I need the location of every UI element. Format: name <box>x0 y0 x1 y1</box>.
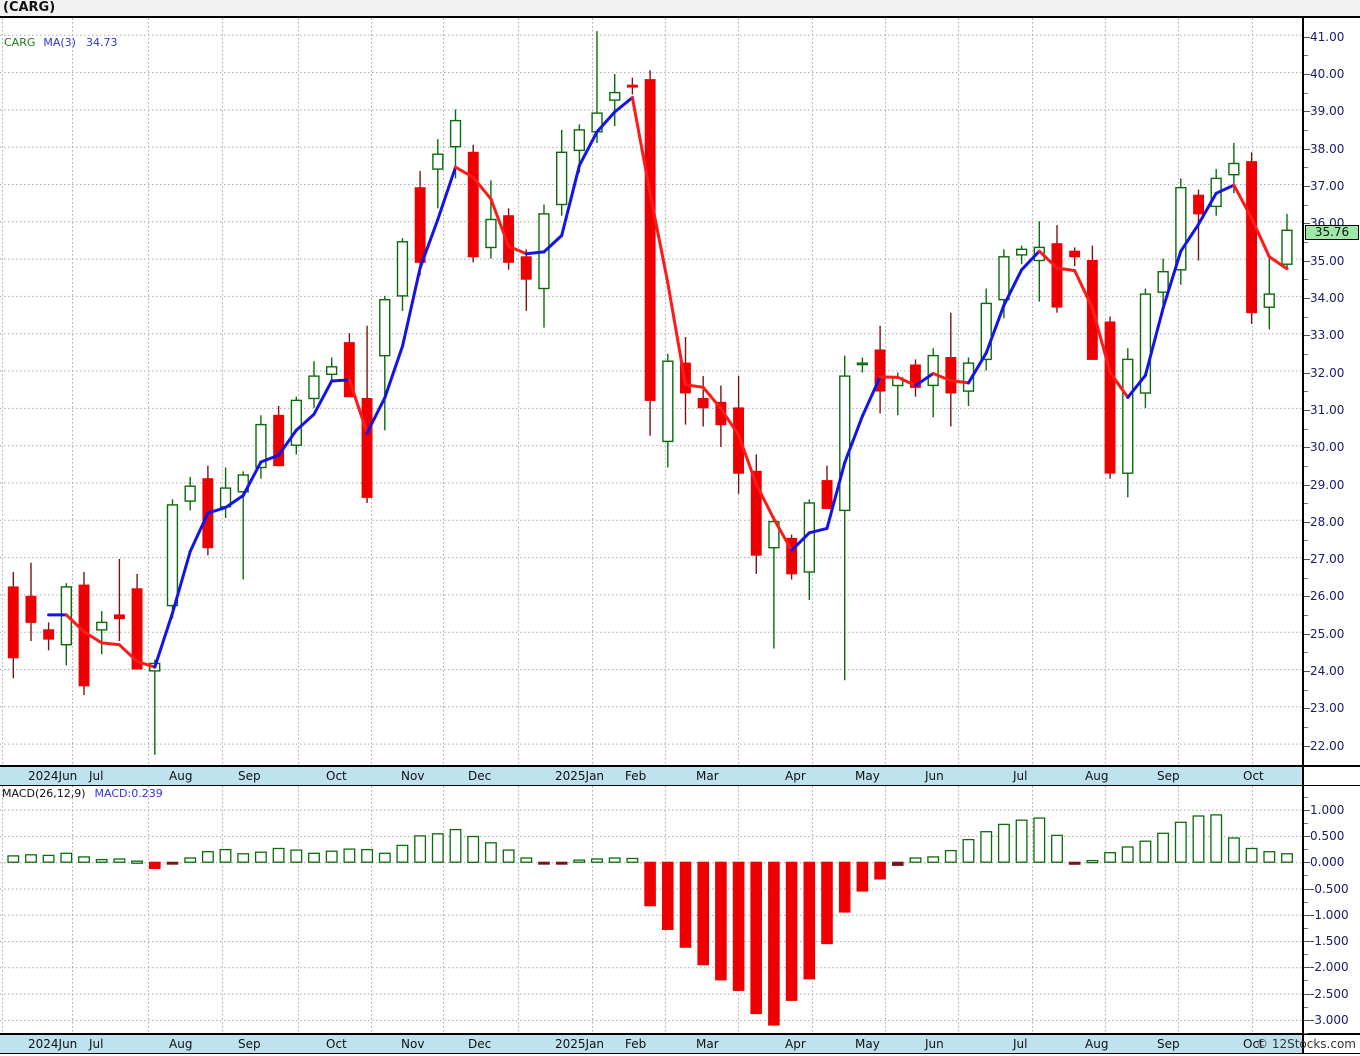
price-plot-area[interactable] <box>0 18 1302 766</box>
macd-axis-tick: 0.500 <box>1310 828 1345 843</box>
date-axis-label: Aug <box>1085 769 1109 783</box>
date-axis-label: 2025Jan <box>555 1037 605 1051</box>
macd-legend-value: MACD:0.239 <box>94 787 163 800</box>
macd-axis-tick: 1.000 <box>1310 802 1345 817</box>
date-axis-label: Feb <box>625 1037 647 1051</box>
date-axis-label: Jun <box>925 769 944 783</box>
date-axis-label: Sep <box>238 769 261 783</box>
date-axis-label: Nov <box>401 769 425 783</box>
price-axis-tick: 41.00 <box>1310 29 1345 44</box>
price-axis-tick: 39.00 <box>1310 104 1345 119</box>
date-axis-label: Jul <box>1013 1037 1028 1051</box>
date-axis-label: Oct <box>1243 769 1264 783</box>
price-axis-tick: 28.00 <box>1310 514 1345 529</box>
date-axis-upper: 2024Jun Jul Aug Sep Oct Nov Dec 2025Jan Feb Mar Ap… <box>0 766 1302 786</box>
date-axis-label: Mar <box>696 769 719 783</box>
macd-chart-panel[interactable]: MACD(26,12,9) MACD:0.239 <box>0 786 1302 1034</box>
price-axis-tick: 24.00 <box>1310 664 1345 678</box>
price-axis-tick: 33.00 <box>1310 328 1345 343</box>
date-axis-label: Apr <box>785 769 806 783</box>
date-axis-lower-spacer <box>1302 1034 1360 1054</box>
macd-histogram-svg <box>0 786 1302 1033</box>
copyright-notice: © 12Stocks.com <box>1256 1037 1356 1051</box>
price-axis-tick: 25.00 <box>1310 626 1345 641</box>
date-axis-label: Aug <box>1085 1037 1109 1051</box>
macd-axis-tick: 0.000 <box>1310 855 1345 870</box>
date-axis-label: May <box>855 1037 880 1051</box>
price-candlestick-svg <box>0 18 1302 766</box>
price-axis-tick: 23.00 <box>1310 701 1345 716</box>
price-axis-tick: 37.00 <box>1310 179 1345 193</box>
date-axis-label: 2024Jun <box>28 769 78 783</box>
date-axis-label: Sep <box>238 1037 261 1051</box>
date-axis-upper-spacer <box>1302 766 1360 786</box>
macd-axis-tick: -0.500 <box>1310 881 1349 896</box>
macd-legend-label: MACD(26,12,9) <box>2 787 86 800</box>
date-axis-label: Oct <box>1243 1037 1264 1051</box>
price-axis-tick: 31.00 <box>1310 402 1345 417</box>
date-axis-label: Dec <box>468 769 492 783</box>
macd-axis-tick: -1.000 <box>1310 907 1349 922</box>
price-legend: CARG MA(3) 34.73 <box>4 37 117 48</box>
price-axis-tick: 34.00 <box>1310 290 1345 305</box>
price-axis-tick: 27.00 <box>1310 552 1345 567</box>
date-axis-label: Jul <box>89 769 104 783</box>
macd-axis-tick: -2.000 <box>1310 960 1349 975</box>
date-axis-label: 2024Jun <box>28 1037 78 1051</box>
price-axis-tick: 29.00 <box>1310 477 1345 492</box>
price-axis-tick: 35.00 <box>1310 253 1345 268</box>
date-axis-label: Sep <box>1157 1037 1180 1051</box>
date-axis-label: Jul <box>89 1037 104 1051</box>
date-axis-label: Aug <box>169 769 193 783</box>
price-legend-symbol: CARG <box>4 36 36 49</box>
date-axis-label: Jun <box>925 1037 944 1051</box>
price-axis-tick: 32.00 <box>1310 365 1345 380</box>
macd-value-axis: 1.000 0.500 0.000 -0.500 -1.000 -1.500 -2.000 -… <box>1302 786 1360 1034</box>
price-chart-panel[interactable]: CARG MA(3) 34.73 <box>0 16 1302 766</box>
date-axis-label: Apr <box>785 1037 806 1051</box>
chart-title-band: (CARG) <box>0 0 1360 16</box>
date-axis-label: Sep <box>1157 769 1180 783</box>
date-axis-label: Mar <box>696 1037 719 1051</box>
date-axis-label: Oct <box>326 769 347 783</box>
date-axis-label: 2025Jan <box>555 769 605 783</box>
macd-axis-tick: -2.500 <box>1310 986 1349 1001</box>
date-axis-label: Aug <box>169 1037 193 1051</box>
date-axis-label: May <box>855 769 880 783</box>
date-axis-label: Dec <box>468 1037 492 1051</box>
price-legend-ma-value: 34.73 <box>85 36 118 49</box>
last-price-badge: 35.76 <box>1305 224 1359 240</box>
macd-axis-tick: -3.000 <box>1310 1012 1349 1027</box>
date-axis-label: Jul <box>1013 769 1028 783</box>
date-axis-label: Oct <box>326 1037 347 1051</box>
price-axis-tick: 22.00 <box>1310 738 1345 753</box>
macd-axis-tick: -1.500 <box>1310 934 1349 948</box>
macd-legend: MACD(26,12,9) MACD:0.239 <box>2 788 163 799</box>
price-axis-tick: 38.00 <box>1310 141 1345 156</box>
macd-plot-area[interactable] <box>0 786 1302 1033</box>
price-axis-tick: 26.00 <box>1310 589 1345 604</box>
price-legend-ma-label: MA(3) <box>43 36 76 49</box>
price-axis-tick: 40.00 <box>1310 67 1345 82</box>
date-axis-label: Feb <box>625 769 647 783</box>
price-axis-tick: 30.00 <box>1310 440 1345 455</box>
price-value-axis: 41.00 40.00 39.00 38.00 37.00 36.00 35.00 34.00… <box>1302 16 1360 766</box>
date-axis-label: Nov <box>401 1037 425 1051</box>
date-axis-lower: 2024Jun Jul Aug Sep Oct Nov Dec 2025Jan Feb Mar Ap… <box>0 1034 1302 1054</box>
page-title: (CARG) <box>3 0 56 15</box>
